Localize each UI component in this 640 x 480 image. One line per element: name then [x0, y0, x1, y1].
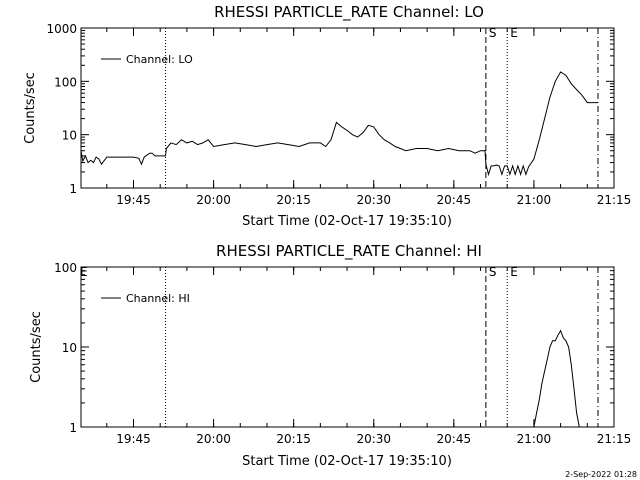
x-tick-label-lo: 20:45 — [437, 193, 472, 207]
x-tick-label-hi: 20:00 — [196, 432, 231, 446]
ticks-lo: 19:45 20:00 20:15 20:30 20:45 21:00 21:15 1 10 10… — [46, 22, 631, 207]
generated-timestamp: 2-Sep-2022 01:28 — [565, 470, 637, 479]
y-axis-label-lo: Counts/sec — [23, 72, 38, 144]
plot-area-lo — [80, 71, 598, 177]
y-tick-label-lo: 100 — [54, 75, 77, 89]
chart-title-lo: RHESSI PARTICLE_RATE Channel: LO — [214, 3, 484, 22]
y-tick-label-hi: 10 — [62, 341, 77, 355]
corner-label-e: E — [80, 265, 88, 279]
x-tick-label-lo: 20:00 — [196, 193, 231, 207]
y-tick-label-lo: 10 — [62, 129, 77, 143]
x-tick-label-lo: 19:45 — [116, 193, 151, 207]
plot-frame-lo — [80, 27, 615, 189]
plot-frame-hi — [80, 266, 615, 428]
marker-label-hi: E — [510, 265, 518, 279]
x-tick-label-hi: 21:15 — [597, 432, 632, 446]
marker-label-lo: E — [510, 26, 518, 40]
x-axis-label-hi: Start Time (02-Oct-17 19:35:10) — [242, 454, 452, 469]
legend-entry-hi: Channel: HI — [126, 292, 190, 305]
legend-hi: Channel: HI — [101, 292, 190, 305]
legend-lo: Channel: LO — [101, 53, 193, 66]
marker-label-hi: S — [489, 265, 497, 279]
x-tick-label-hi: 20:30 — [356, 432, 391, 446]
lo-channel-panel: RHESSI PARTICLE_RATE Channel: LO Counts/… — [23, 3, 631, 229]
y-tick-label-lo: 1 — [69, 182, 77, 196]
hi-channel-panel: RHESSI PARTICLE_RATE Channel: HI Counts/… — [29, 242, 631, 469]
y-tick-label-hi: 1 — [69, 421, 77, 435]
series-line-lo — [80, 71, 598, 177]
series-line-hi — [533, 329, 580, 428]
y-axis-label-hi: Counts/sec — [29, 311, 44, 383]
x-tick-label-lo: 21:00 — [517, 193, 552, 207]
x-tick-label-hi: 20:15 — [276, 432, 311, 446]
chart-title-hi: RHESSI PARTICLE_RATE Channel: HI — [216, 242, 482, 261]
x-tick-label-hi: 19:45 — [116, 432, 151, 446]
y-tick-label-lo: 1000 — [46, 22, 77, 36]
x-tick-label-lo: 20:15 — [276, 193, 311, 207]
marker-label-lo: S — [489, 26, 497, 40]
y-tick-label-hi: 100 — [54, 261, 77, 275]
x-tick-label-hi: 20:45 — [437, 432, 472, 446]
legend-entry-lo: Channel: LO — [126, 53, 193, 66]
x-axis-label-lo: Start Time (02-Oct-17 19:35:10) — [242, 214, 452, 229]
x-tick-label-hi: 21:00 — [517, 432, 552, 446]
plot-area-hi — [533, 329, 580, 428]
x-tick-label-lo: 20:30 — [356, 193, 391, 207]
ticks-hi: 19:45 20:00 20:15 20:30 20:45 21:00 21:15 1 10 10… — [54, 261, 631, 446]
x-tick-label-lo: 21:15 — [597, 193, 632, 207]
